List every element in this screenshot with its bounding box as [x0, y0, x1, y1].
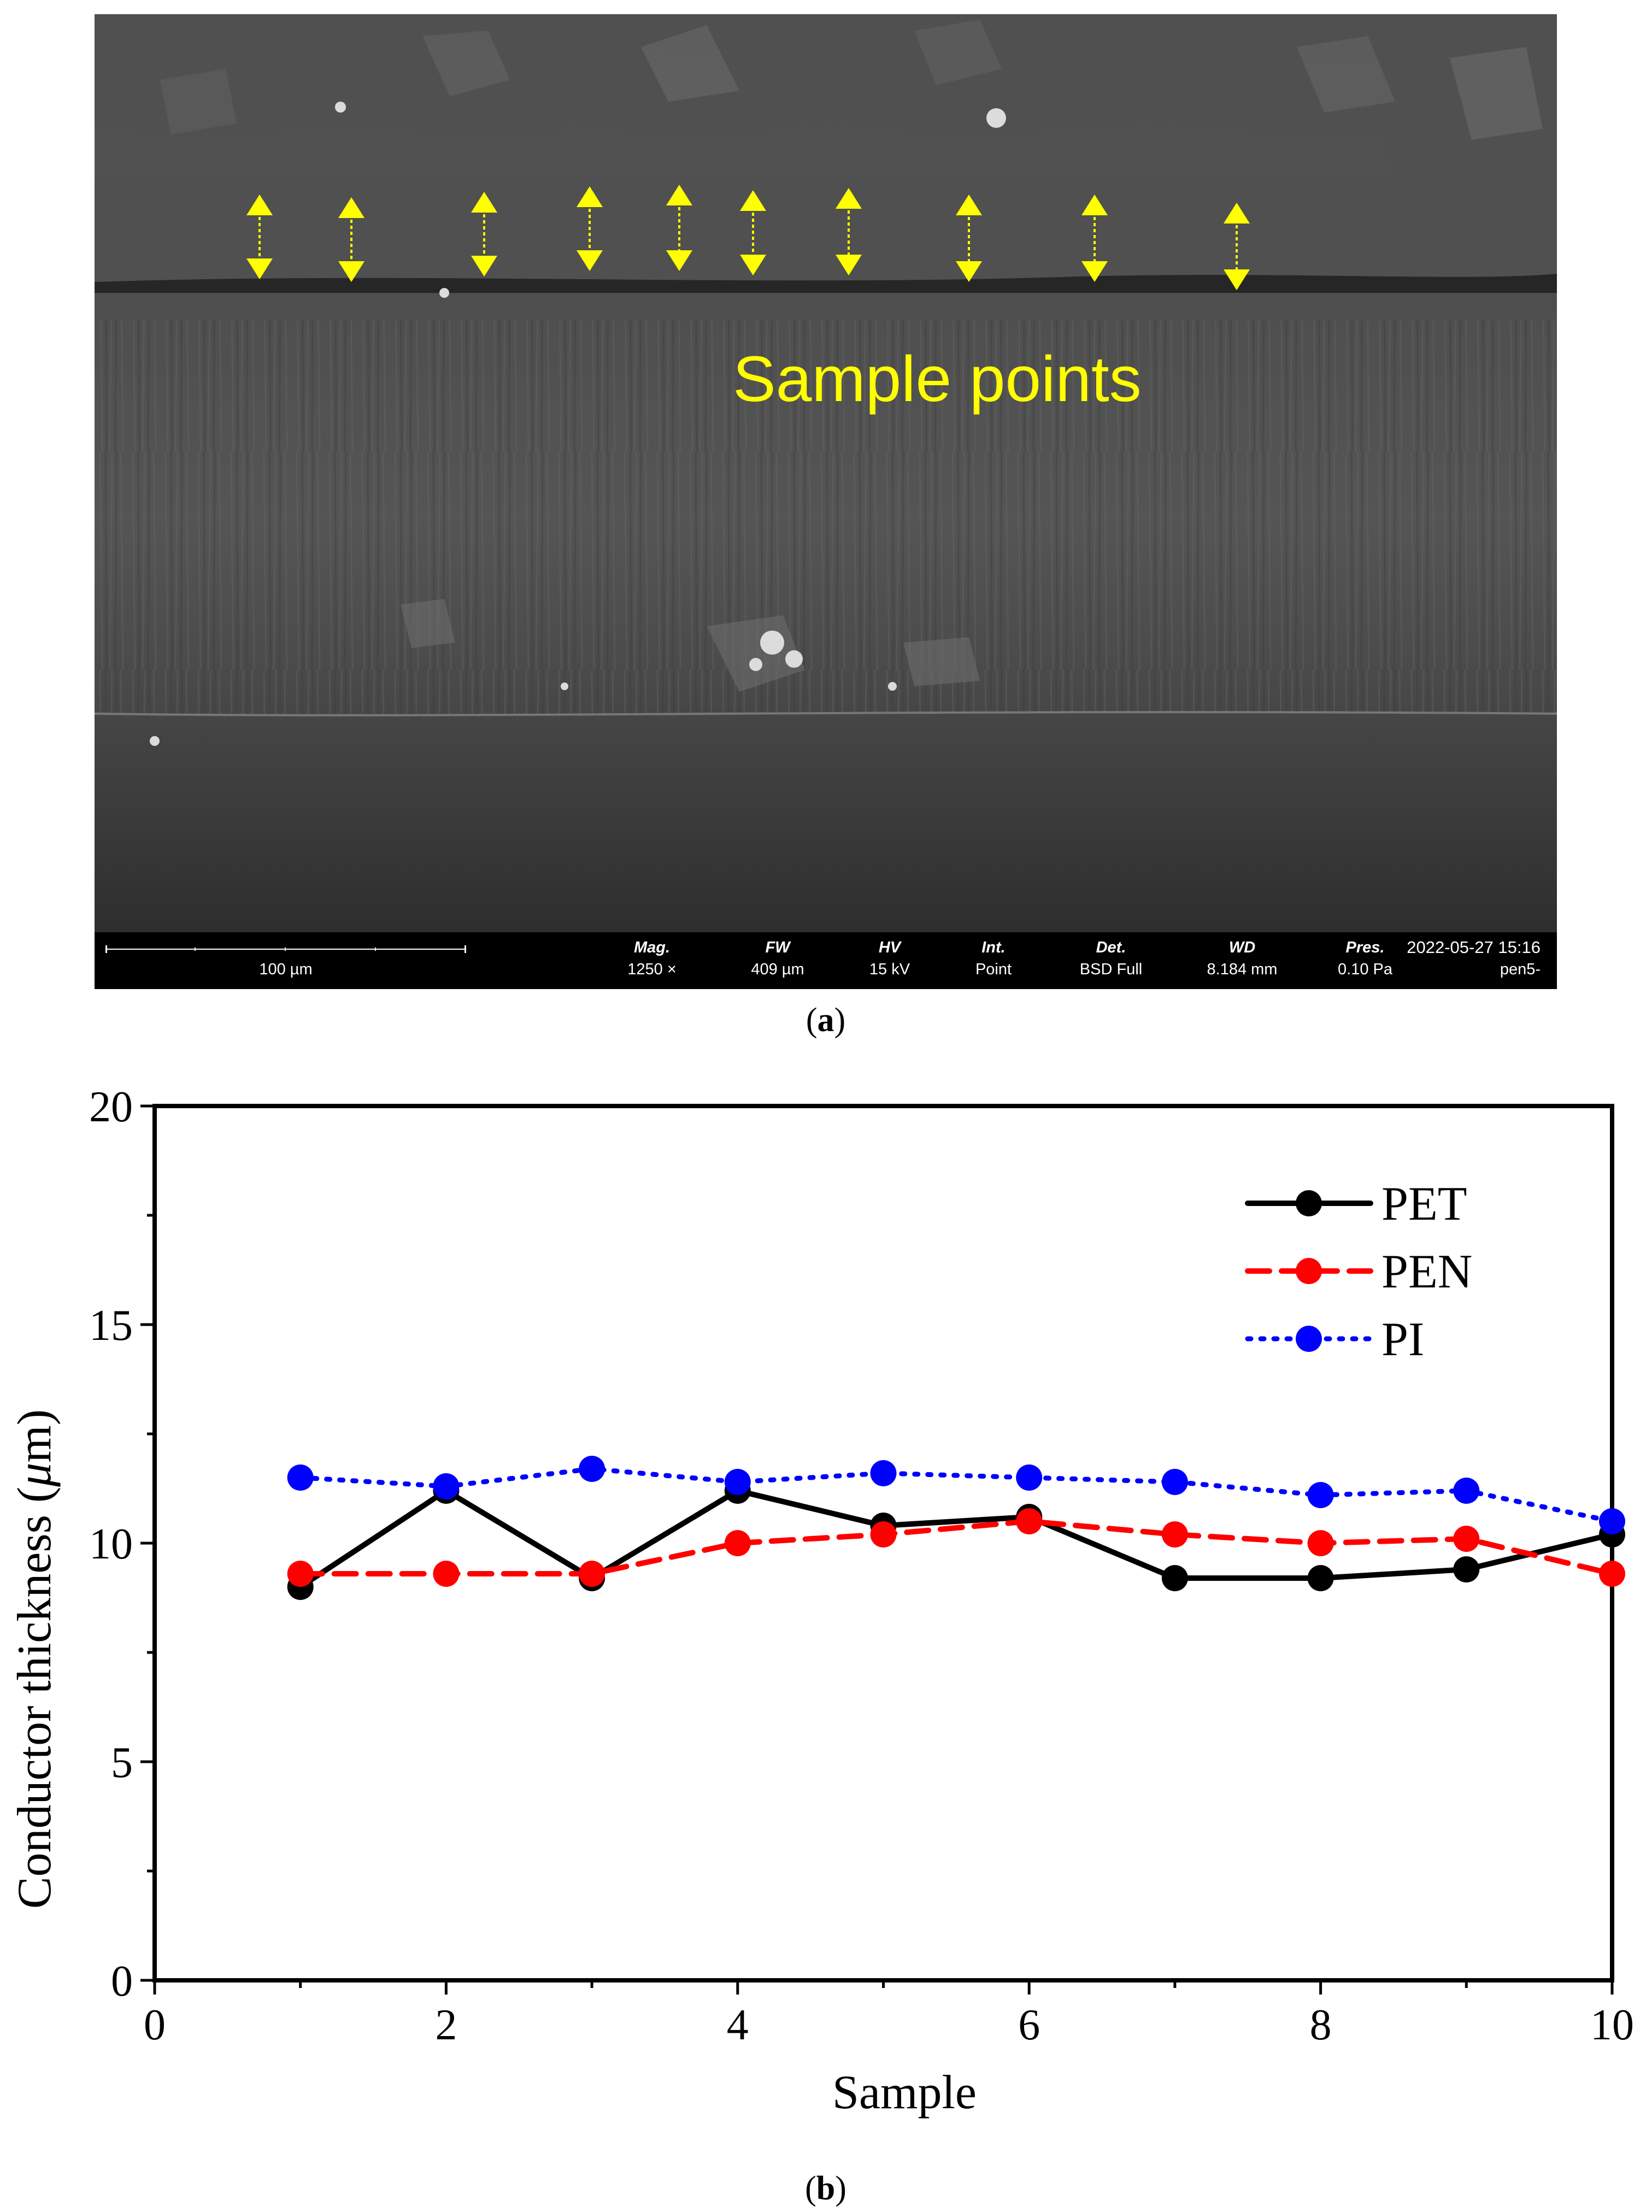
data-point-pi	[1161, 1469, 1188, 1495]
data-point-pi	[433, 1473, 460, 1499]
data-point-pen	[1161, 1521, 1188, 1548]
sample-point-arrow	[740, 190, 766, 275]
legend-marker-pet	[1296, 1190, 1322, 1216]
data-point-pen	[433, 1561, 460, 1587]
sample-point-arrow	[666, 185, 692, 271]
panel-b-caption: (b)	[805, 2170, 846, 2207]
x-tick-label: 10	[1590, 2001, 1634, 2049]
series-line-pi	[298, 1466, 1615, 1524]
sample-point-arrow	[338, 197, 365, 282]
legend-marker-pen	[1296, 1258, 1322, 1284]
legend-label-pi: PI	[1381, 1313, 1424, 1366]
databar-hv: HV 15 kV	[869, 939, 910, 978]
databar-timestamp: 2022-05-27 15:16	[1407, 938, 1541, 957]
data-point-pen	[579, 1561, 605, 1587]
x-tick-label: 2	[435, 2001, 457, 2049]
data-point-pet	[1453, 1556, 1480, 1582]
sem-micrograph-panel: Sample points 100 µm Mag. 1250 × FW 409 µm…	[95, 14, 1557, 989]
sample-points-label: Sample points	[733, 343, 1142, 415]
data-point-pi	[579, 1456, 605, 1482]
databar-det: Det. BSD Full	[1079, 939, 1143, 978]
series-line-pet	[297, 1488, 1615, 1590]
sample-point-arrow	[1081, 195, 1108, 282]
databar-wd: WD 8.184 mm	[1207, 939, 1278, 978]
data-point-pi	[870, 1460, 897, 1486]
databar-mag: Mag. 1250 ×	[627, 939, 677, 978]
x-tick-label: 0	[144, 2001, 166, 2049]
databar-fw: FW 409 µm	[751, 939, 804, 978]
databar-int: Int. Point	[975, 939, 1012, 978]
data-point-pen	[870, 1521, 897, 1548]
x-tick-label: 8	[1310, 2001, 1332, 2049]
y-tick-label: 10	[89, 1520, 133, 1568]
data-point-pi	[724, 1469, 751, 1495]
thickness-chart: 0 2 4 6 8 10 0 5 10 15 20 PET PEN PI Sample Conducto…	[8, 1083, 1634, 2119]
sample-point-arrow	[1224, 203, 1250, 290]
y-tick-label: 15	[89, 1302, 133, 1350]
x-tick-label: 6	[1018, 2001, 1040, 2049]
x-axis-label: Sample	[832, 2066, 977, 2119]
data-point-pet	[1307, 1565, 1334, 1591]
x-tick-label: 4	[727, 2001, 749, 2049]
sample-point-arrow	[577, 186, 603, 271]
data-point-pen	[1016, 1508, 1043, 1534]
sample-point-arrow	[471, 192, 497, 276]
sample-point-arrow	[836, 188, 862, 275]
data-point-pi	[1453, 1478, 1480, 1504]
legend-label-pen: PEN	[1381, 1245, 1472, 1298]
legend-label-pet: PET	[1381, 1178, 1467, 1231]
scale-bar-label: 100 µm	[259, 961, 313, 978]
data-point-pen	[1453, 1526, 1480, 1552]
y-tick-label: 0	[111, 1957, 133, 2005]
y-axis-label: Conductor thickness (μm)	[8, 1409, 61, 1909]
data-point-pi	[1016, 1464, 1043, 1491]
sem-micrograph-image	[95, 14, 1557, 932]
sample-point-arrow	[246, 195, 273, 279]
sem-databar: 100 µm Mag. 1250 × FW 409 µm HV 15 kV Int. P…	[95, 932, 1557, 989]
data-point-pen	[724, 1530, 751, 1556]
series-line-pen	[297, 1519, 1615, 1576]
sample-point-arrow	[956, 195, 982, 282]
databar-image-id: pen5-	[1500, 961, 1541, 978]
data-point-pi	[1599, 1508, 1625, 1534]
scale-bar	[105, 945, 466, 953]
panel-a-caption: (a)	[806, 1002, 846, 1039]
data-point-pen	[287, 1561, 314, 1587]
databar-pres: Pres. 0.10 Pa	[1338, 939, 1392, 978]
data-point-pi	[1307, 1482, 1334, 1508]
y-tick-label: 20	[89, 1083, 133, 1131]
data-point-pi	[287, 1464, 314, 1491]
y-tick-label: 5	[111, 1739, 133, 1787]
data-point-pen	[1307, 1530, 1334, 1556]
legend-marker-pi	[1296, 1326, 1322, 1352]
data-point-pet	[1161, 1565, 1188, 1591]
data-point-pen	[1599, 1561, 1625, 1587]
